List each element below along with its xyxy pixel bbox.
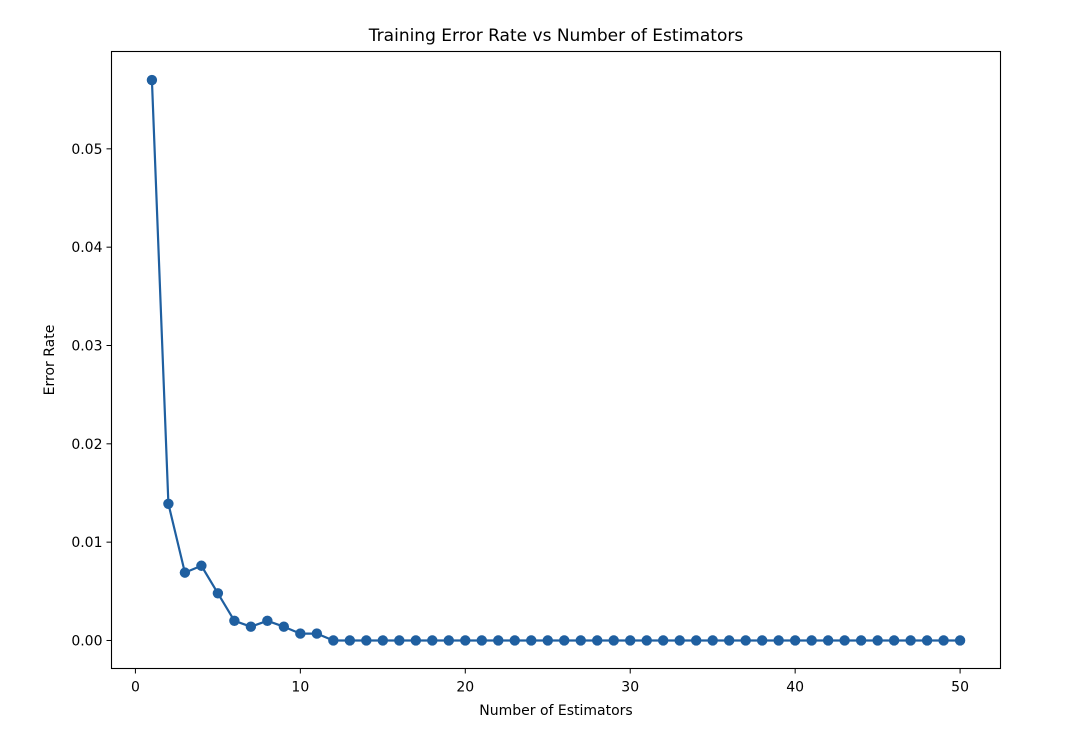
data-point <box>328 635 339 646</box>
x-axis-ticks: 0 10 20 30 40 50 <box>131 668 969 696</box>
data-point <box>559 635 570 646</box>
x-tick-label: 0 <box>131 680 140 696</box>
data-point <box>954 635 966 646</box>
y-axis-ticks: 0.00 0.01 0.02 0.03 0.04 0.05 <box>71 142 112 649</box>
x-tick-label: 20 <box>456 680 474 696</box>
data-point <box>377 635 389 646</box>
data-point <box>625 635 636 646</box>
x-tick-label: 40 <box>786 680 804 696</box>
data-point <box>789 635 801 646</box>
data-point <box>509 635 520 646</box>
data-point <box>443 635 454 646</box>
series-error-rate <box>146 74 966 646</box>
data-point <box>542 635 553 646</box>
data-point <box>476 635 487 646</box>
data-point <box>575 635 586 646</box>
data-point <box>245 621 257 632</box>
data-point <box>658 635 669 646</box>
data-point <box>394 635 405 646</box>
series-line <box>150 79 961 642</box>
data-point <box>344 635 356 646</box>
y-tick-label: 0.01 <box>71 535 102 551</box>
data-point <box>410 635 422 646</box>
data-point <box>806 635 817 646</box>
data-point <box>212 588 224 599</box>
data-point <box>756 635 768 646</box>
data-point <box>839 635 850 646</box>
data-point <box>905 635 916 646</box>
data-point <box>690 635 702 646</box>
data-point <box>773 635 784 646</box>
data-point <box>641 635 652 646</box>
data-point <box>592 635 603 646</box>
data-point <box>311 628 323 639</box>
data-point <box>872 635 883 646</box>
data-point <box>146 74 158 86</box>
data-point <box>608 635 619 646</box>
y-tick-label: 0.04 <box>71 240 102 256</box>
x-axis-label: Number of Estimators <box>479 703 632 719</box>
data-point <box>361 635 372 646</box>
x-tick-label: 50 <box>951 680 969 696</box>
data-point <box>427 635 438 646</box>
data-point <box>888 635 900 646</box>
data-point <box>707 635 718 646</box>
data-point <box>526 635 537 646</box>
data-point <box>229 615 240 627</box>
data-point <box>493 635 504 646</box>
y-axis-label: Error Rate <box>42 325 58 396</box>
data-point <box>179 567 191 578</box>
data-point <box>921 635 933 646</box>
data-point <box>196 560 207 571</box>
data-point <box>938 635 949 646</box>
plot-frame <box>110 50 1002 670</box>
data-point <box>822 635 834 646</box>
data-point <box>740 635 751 646</box>
data-point <box>278 621 290 632</box>
chart-title: Training Error Rate vs Number of Estimat… <box>368 26 744 46</box>
x-tick-label: 30 <box>621 680 639 696</box>
y-tick-label: 0.00 <box>71 633 102 649</box>
data-point <box>855 635 867 646</box>
y-tick-label: 0.03 <box>71 338 102 354</box>
data-point <box>460 635 471 646</box>
data-point <box>295 628 306 639</box>
y-tick-label: 0.05 <box>71 142 102 158</box>
x-tick-label: 10 <box>291 680 309 696</box>
data-point <box>674 635 685 646</box>
data-point <box>262 615 273 627</box>
data-point <box>723 635 735 646</box>
data-point <box>163 498 174 510</box>
y-tick-label: 0.02 <box>71 437 102 453</box>
